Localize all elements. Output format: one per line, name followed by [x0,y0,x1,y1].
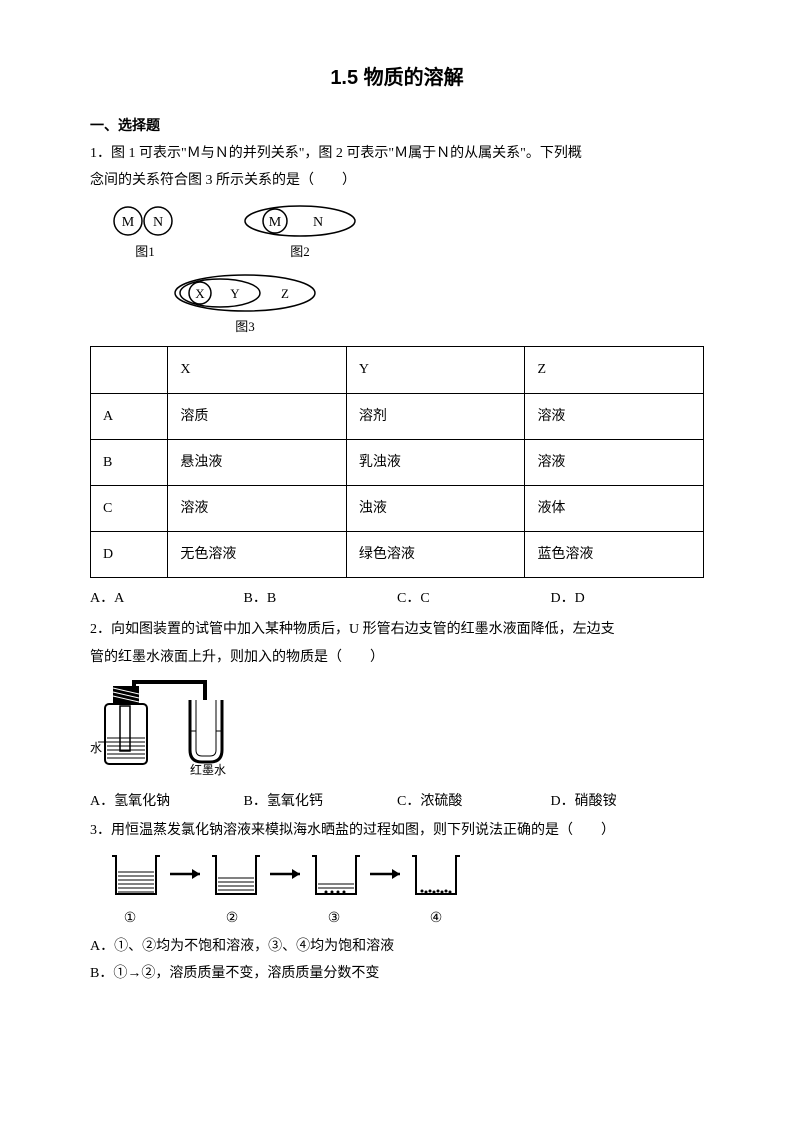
fig1-label: 图1 [135,240,155,263]
opt-b: B．氢氧化钙 [244,789,398,814]
q2-options: A．氢氧化钠 B．氢氧化钙 C．浓硫酸 D．硝酸铵 [90,789,704,814]
td: 无色溶液 [168,532,347,578]
th [91,347,168,393]
th: Y [346,347,525,393]
q3-text: 3．用恒温蒸发氯化钠溶液来模拟海水晒盐的过程如图，则下列说法正确的是（ ） [90,818,704,843]
q2-apparatus: 水 红墨水 [90,676,704,785]
td: 溶液 [525,393,704,439]
th: Z [525,347,704,393]
td: C [91,485,168,531]
q1-line1: 图 1 可表示"Ｍ与Ｎ的并列关系"，图 2 可表示"Ｍ属于Ｎ的从属关系"。下列概 [111,146,582,161]
opt-b: B．B [244,586,398,611]
figure-3: X Y Z 图3 [170,273,320,338]
opt-d: D．D [551,586,705,611]
q1-options: A．A B．B C．C D．D [90,586,704,611]
q2-text: 2．向如图装置的试管中加入某种物质后，U 形管右边支管的红墨水液面降低，左边支 [90,617,704,642]
td: 蓝色溶液 [525,532,704,578]
water-label: 水 [90,741,102,755]
q3-line: 用恒温蒸发氯化钠溶液来模拟海水晒盐的过程如图，则下列说法正确的是（ ） [111,823,615,838]
opt-a: A．A [90,586,244,611]
num1: ① [100,906,160,931]
svg-text:N: N [153,215,163,230]
svg-text:X: X [195,286,205,301]
svg-text:Y: Y [230,286,240,301]
td: 乳浊液 [346,439,525,485]
q1-text: 1．图 1 可表示"Ｍ与Ｎ的并列关系"，图 2 可表示"Ｍ属于Ｎ的从属关系"。下… [90,141,704,166]
q3-opt-a: A．①、②均为不饱和溶液，③、④均为饱和溶液 [90,934,704,959]
num3: ③ [304,906,364,931]
opt-a: A．氢氧化钠 [90,789,244,814]
q2-num: 2． [90,622,111,637]
fig3-label: 图3 [235,315,255,338]
th: X [168,347,347,393]
section-heading: 一、选择题 [90,114,704,139]
td: 悬浊液 [168,439,347,485]
opt-c: C．浓硫酸 [397,789,551,814]
q1-table: X Y Z A溶质溶剂溶液 B悬浊液乳浊液溶液 C溶液浊液液体 D无色溶液绿色溶… [90,346,704,578]
td: 浊液 [346,485,525,531]
q3-beaker-nums: ① ② ③ ④ [100,906,704,931]
td: 绿色溶液 [346,532,525,578]
figure-1: M N 图1 [110,204,180,263]
svg-text:N: N [313,215,323,230]
opt-c: C．C [397,586,551,611]
q3-num: 3． [90,823,111,838]
q3-beakers [100,849,704,904]
td: D [91,532,168,578]
svg-text:M: M [269,215,282,230]
td: 溶剂 [346,393,525,439]
ink-label: 红墨水 [190,762,226,776]
td: B [91,439,168,485]
svg-text:Z: Z [281,286,289,301]
q2-line1: 向如图装置的试管中加入某种物质后，U 形管右边支管的红墨水液面降低，左边支 [111,622,615,637]
q1-line2: 念间的关系符合图 3 所示关系的是（ ） [90,168,704,193]
q1-num: 1． [90,146,111,161]
page-title: 1.5 物质的溶解 [90,60,704,96]
td: 溶液 [168,485,347,531]
td: 液体 [525,485,704,531]
q3-opt-b: B．①→②，溶质质量不变，溶质质量分数不变 [90,961,704,986]
num4: ④ [406,906,466,931]
num2: ② [202,906,262,931]
figure-2: M N 图2 [240,204,360,263]
fig2-label: 图2 [290,240,310,263]
q2-line2: 管的红墨水液面上升，则加入的物质是（ ） [90,645,704,670]
svg-text:M: M [122,215,135,230]
td: A [91,393,168,439]
td: 溶液 [525,439,704,485]
opt-d: D．硝酸铵 [551,789,705,814]
td: 溶质 [168,393,347,439]
